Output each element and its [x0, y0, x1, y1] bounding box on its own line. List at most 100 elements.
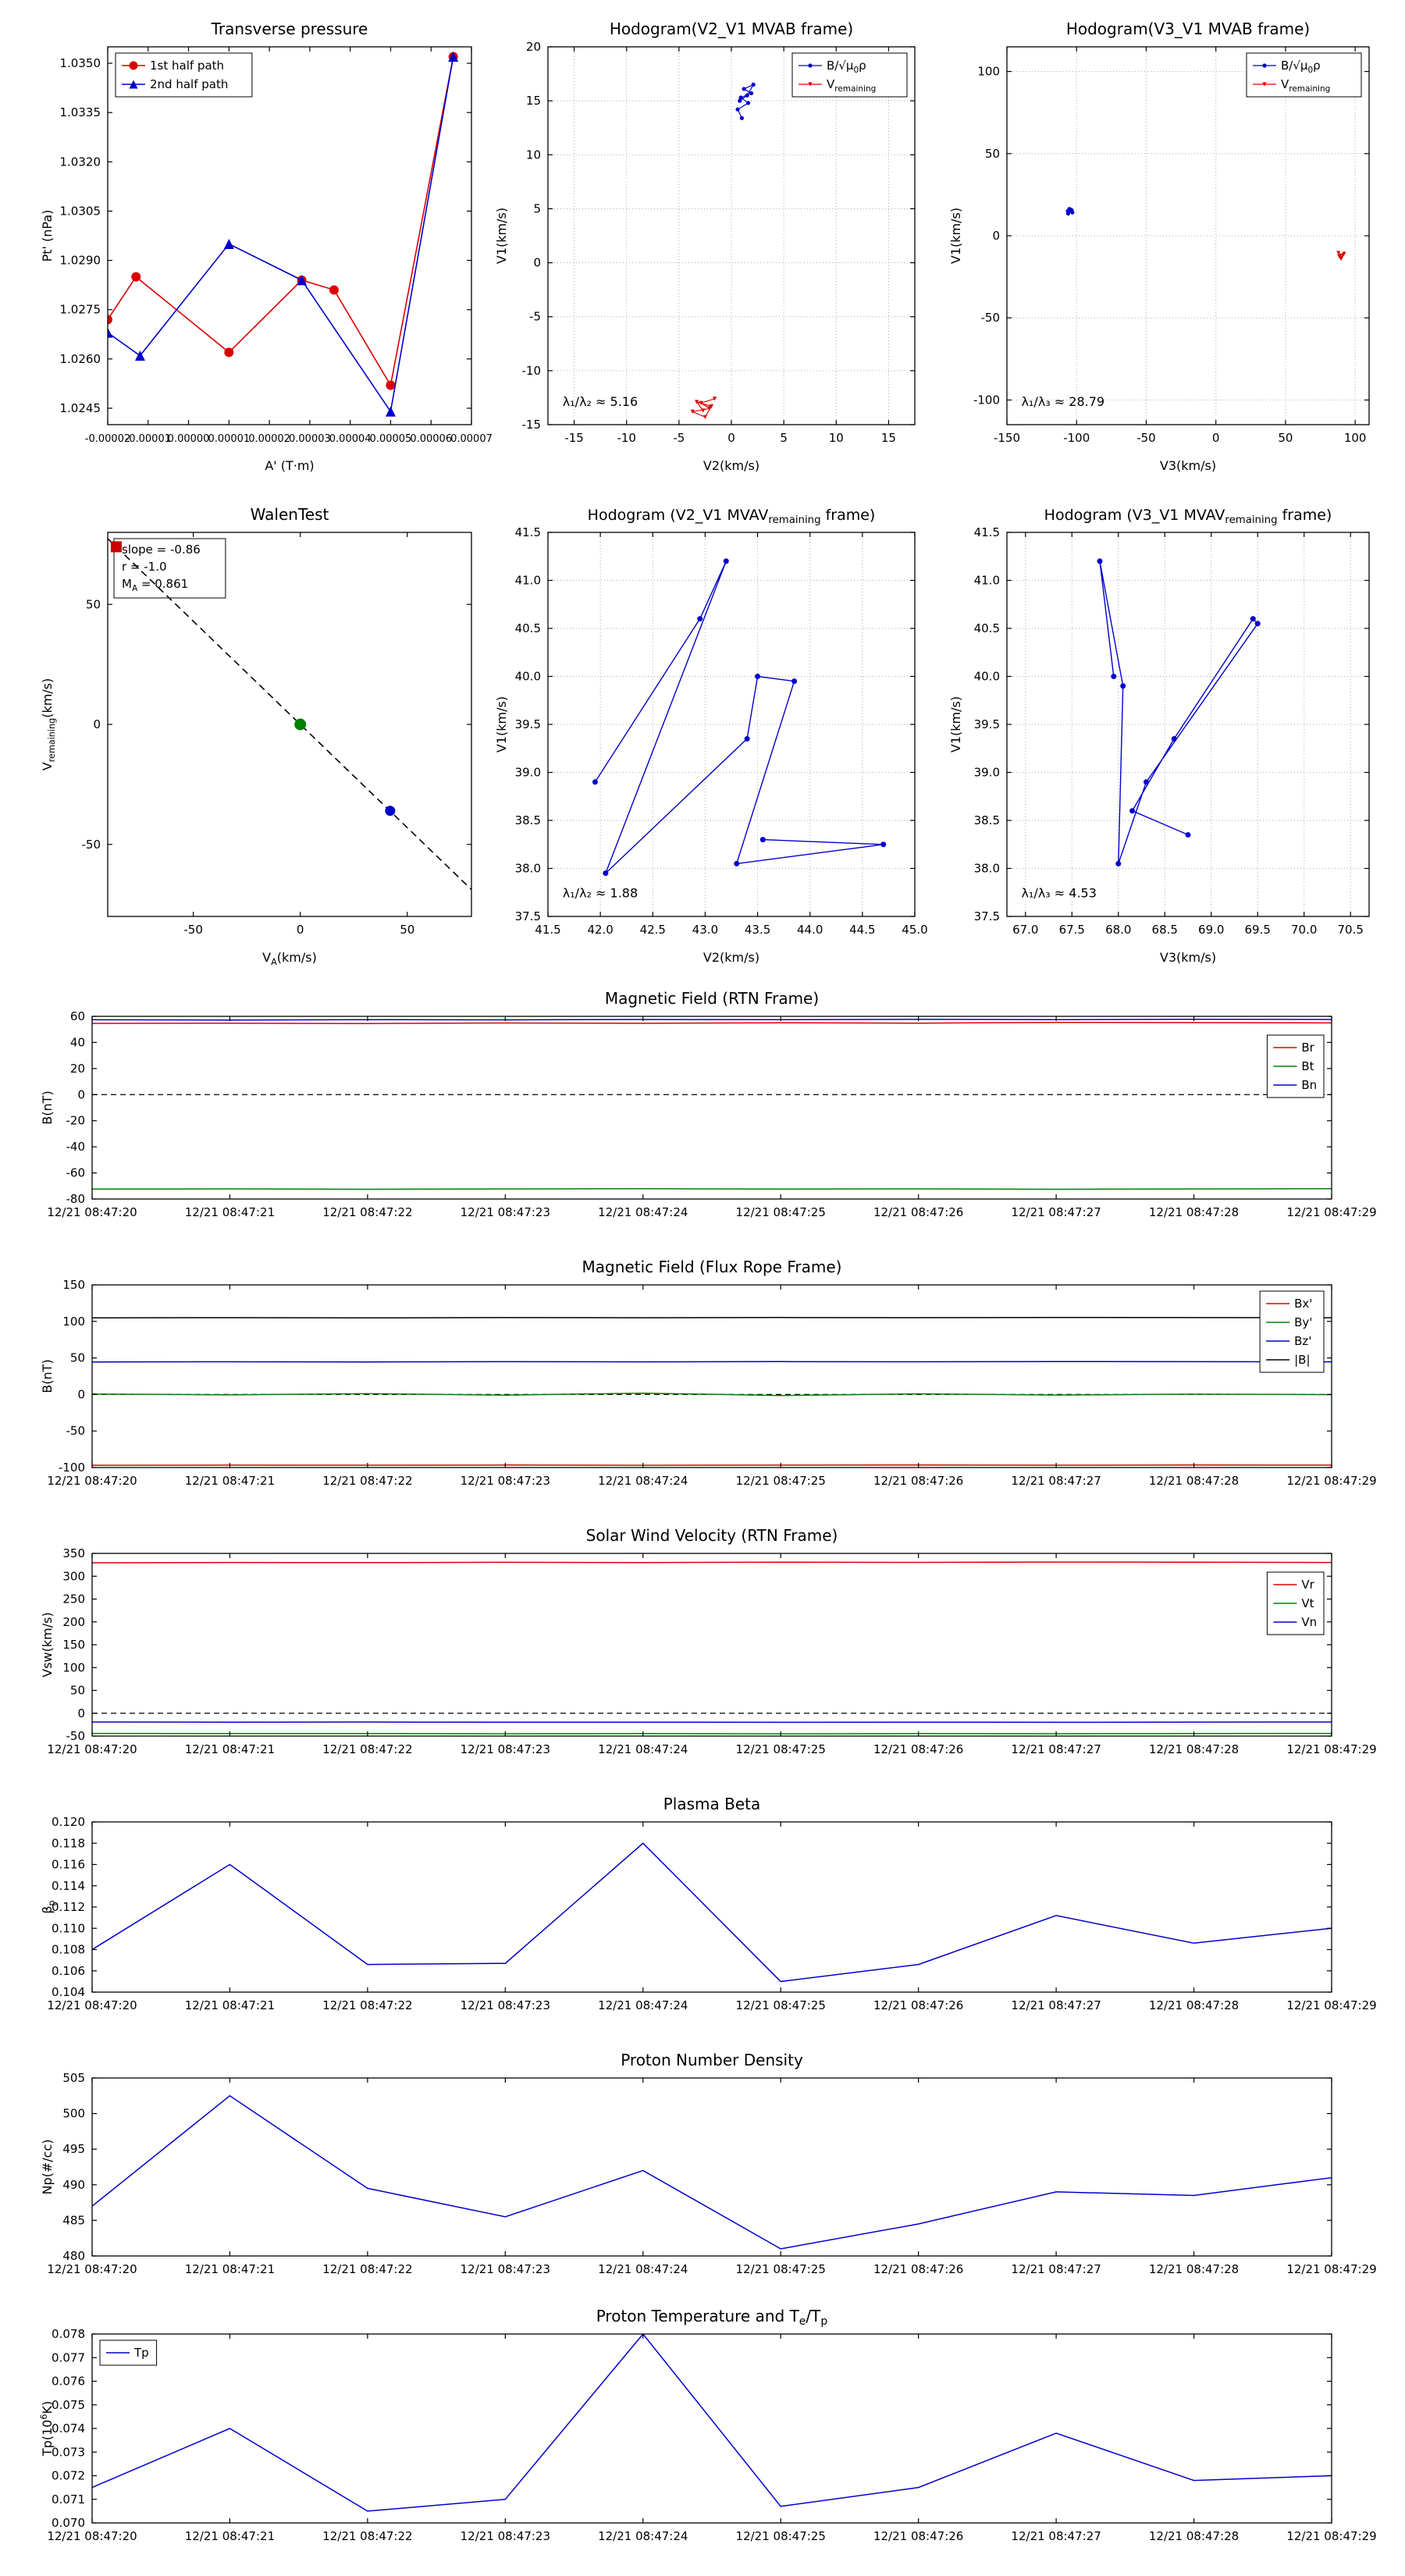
svg-text:Proton Number Density: Proton Number Density — [621, 2051, 803, 2069]
svg-text:12/21 08:47:27: 12/21 08:47:27 — [1011, 1205, 1101, 1219]
hodogram-v2v1-mvab-chart: -15 -10 -5 0 5 10 15 -15 -10 -5 0 5 10 15 20 Hodogram(V… — [494, 20, 916, 473]
svg-text:12/21 08:47:22: 12/21 08:47:22 — [322, 2262, 412, 2276]
svg-text:70.0: 70.0 — [1291, 923, 1317, 937]
svg-text:12/21 08:47:20: 12/21 08:47:20 — [47, 1205, 137, 1219]
svg-text:Vremaining: Vremaining — [1281, 77, 1330, 94]
svg-text:12/21 08:47:22: 12/21 08:47:22 — [322, 1742, 412, 1756]
svg-text:38.0: 38.0 — [515, 862, 541, 876]
svg-text:50: 50 — [70, 1351, 85, 1365]
svg-text:250: 250 — [62, 1592, 85, 1606]
svg-text:42.0: 42.0 — [587, 923, 613, 937]
magnetic-field-fluxrope-chart: 12/21 08:47:20 12/21 08:47:21 12/21 08:47:… — [40, 1258, 1377, 1488]
svg-text:Vr: Vr — [1301, 1578, 1314, 1592]
svg-text:40.0: 40.0 — [515, 670, 541, 684]
svg-text:12/21 08:47:26: 12/21 08:47:26 — [873, 2262, 963, 2276]
svg-text:69.0: 69.0 — [1198, 923, 1224, 937]
svg-text:300: 300 — [62, 1569, 85, 1583]
svg-text:Np(#/cc): Np(#/cc) — [40, 2140, 55, 2195]
svg-text:Hodogram(V2_V1 MVAB frame): Hodogram(V2_V1 MVAB frame) — [610, 20, 853, 38]
svg-text:20: 20 — [526, 40, 541, 54]
svg-text:5: 5 — [533, 201, 541, 215]
svg-text:0: 0 — [533, 256, 541, 270]
svg-text:12/21 08:47:28: 12/21 08:47:28 — [1149, 2529, 1239, 2543]
svg-text:485: 485 — [62, 2213, 85, 2227]
hodogram-v3v1-mvav-chart: 67.0 67.5 68.0 68.5 69.0 69.5 70.0 70.5 37.5 38.0… — [948, 507, 1370, 965]
svg-text:12/21 08:47:26: 12/21 08:47:26 — [873, 1998, 963, 2012]
svg-text:Vremaining(km/s): Vremaining(km/s) — [40, 678, 57, 771]
proton-number-density-chart: 12/21 08:47:20 12/21 08:47:21 12/21 08:47:… — [40, 2051, 1377, 2276]
svg-text:12/21 08:47:24: 12/21 08:47:24 — [598, 1205, 688, 1219]
svg-text:12/21 08:47:22: 12/21 08:47:22 — [322, 2529, 412, 2543]
svg-text:-15: -15 — [522, 418, 542, 432]
svg-text:0: 0 — [77, 1706, 85, 1720]
svg-text:V1(km/s): V1(km/s) — [494, 208, 509, 264]
svg-text:41.5: 41.5 — [535, 923, 560, 937]
svg-text:480: 480 — [62, 2249, 85, 2263]
svg-text:68.0: 68.0 — [1105, 923, 1131, 937]
svg-text:-50: -50 — [66, 1729, 86, 1743]
svg-text:MA = 0.861: MA = 0.861 — [122, 577, 188, 593]
svg-text:0.077: 0.077 — [52, 2350, 85, 2364]
svg-text:12/21 08:47:25: 12/21 08:47:25 — [736, 1474, 826, 1488]
svg-text:69.5: 69.5 — [1245, 923, 1271, 937]
svg-text:41.5: 41.5 — [515, 525, 541, 539]
svg-text:1.0350: 1.0350 — [60, 56, 101, 70]
svg-text:0.070: 0.070 — [52, 2516, 85, 2530]
svg-text:VA(km/s): VA(km/s) — [262, 950, 317, 967]
svg-text:38.5: 38.5 — [515, 813, 541, 827]
plasma-beta-chart: 12/21 08:47:20 12/21 08:47:21 12/21 08:47:… — [40, 1795, 1377, 2012]
svg-text:0.074: 0.074 — [52, 2421, 85, 2435]
svg-text:12/21 08:47:26: 12/21 08:47:26 — [873, 1742, 963, 1756]
svg-text:50: 50 — [400, 923, 414, 937]
svg-text:Bt: Bt — [1301, 1059, 1314, 1073]
svg-text:Proton Temperature and Te/Tp: Proton Temperature and Te/Tp — [596, 2307, 828, 2328]
svg-text:0.110: 0.110 — [52, 1921, 85, 1935]
svg-text:0.076: 0.076 — [52, 2375, 85, 2389]
svg-text:Vsw(km/s): Vsw(km/s) — [40, 1612, 55, 1677]
svg-text:r = -1.0: r = -1.0 — [122, 560, 167, 574]
svg-text:12/21 08:47:28: 12/21 08:47:28 — [1149, 1474, 1239, 1488]
svg-text:100: 100 — [62, 1660, 85, 1674]
svg-text:44.0: 44.0 — [797, 923, 823, 937]
svg-text:λ₁/λ₂ ≈ 5.16: λ₁/λ₂ ≈ 5.16 — [563, 394, 638, 409]
svg-text:Magnetic Field (RTN Frame): Magnetic Field (RTN Frame) — [605, 989, 819, 1008]
svg-text:12/21 08:47:28: 12/21 08:47:28 — [1149, 2262, 1239, 2276]
svg-text:Bn: Bn — [1301, 1078, 1317, 1092]
svg-text:12/21 08:47:20: 12/21 08:47:20 — [47, 1998, 137, 2012]
svg-text:Pt' (nPa): Pt' (nPa) — [40, 210, 55, 262]
svg-text:βp: βp — [40, 1900, 57, 1913]
svg-text:100: 100 — [1344, 431, 1367, 445]
svg-text:Transverse pressure: Transverse pressure — [211, 20, 368, 38]
svg-text:12/21 08:47:24: 12/21 08:47:24 — [598, 1742, 688, 1756]
svg-text:12/21 08:47:26: 12/21 08:47:26 — [873, 1474, 963, 1488]
svg-text:12/21 08:47:20: 12/21 08:47:20 — [47, 2262, 137, 2276]
svg-text:-50: -50 — [183, 923, 202, 937]
svg-text:40: 40 — [70, 1035, 85, 1049]
svg-text:Tp(106K): Tp(106K) — [39, 2401, 55, 2457]
svg-text:0.071: 0.071 — [52, 2492, 85, 2507]
svg-text:40.0: 40.0 — [974, 670, 1000, 684]
svg-text:0.116: 0.116 — [52, 1858, 85, 1872]
svg-text:37.5: 37.5 — [974, 909, 1000, 923]
svg-text:-15: -15 — [564, 431, 584, 445]
svg-text:0: 0 — [1212, 431, 1220, 445]
svg-text:V3(km/s): V3(km/s) — [1160, 458, 1216, 473]
svg-text:0.075: 0.075 — [52, 2398, 85, 2412]
svg-text:50: 50 — [1278, 431, 1293, 445]
svg-text:Vt: Vt — [1301, 1596, 1314, 1610]
svg-text:Hodogram (V3_V1 MVAVremaining: Hodogram (V3_V1 MVAVremaining frame) — [1044, 507, 1332, 526]
svg-text:12/21 08:47:29: 12/21 08:47:29 — [1286, 1998, 1376, 2012]
svg-text:0.00004: 0.00004 — [329, 433, 372, 445]
svg-text:12/21 08:47:25: 12/21 08:47:25 — [736, 1742, 826, 1756]
svg-text:39.5: 39.5 — [515, 717, 541, 731]
svg-text:1.0320: 1.0320 — [60, 155, 101, 169]
svg-text:B/√μ0ρ: B/√μ0ρ — [1281, 59, 1321, 75]
svg-text:-60: -60 — [66, 1166, 86, 1180]
svg-text:12/21 08:47:27: 12/21 08:47:27 — [1011, 1474, 1101, 1488]
svg-text:V2(km/s): V2(km/s) — [703, 458, 759, 473]
svg-text:12/21 08:47:24: 12/21 08:47:24 — [598, 1474, 688, 1488]
svg-text:500: 500 — [62, 2107, 85, 2121]
svg-text:Plasma Beta: Plasma Beta — [663, 1795, 761, 1813]
svg-text:15: 15 — [881, 431, 896, 445]
svg-text:Vn: Vn — [1301, 1615, 1317, 1629]
